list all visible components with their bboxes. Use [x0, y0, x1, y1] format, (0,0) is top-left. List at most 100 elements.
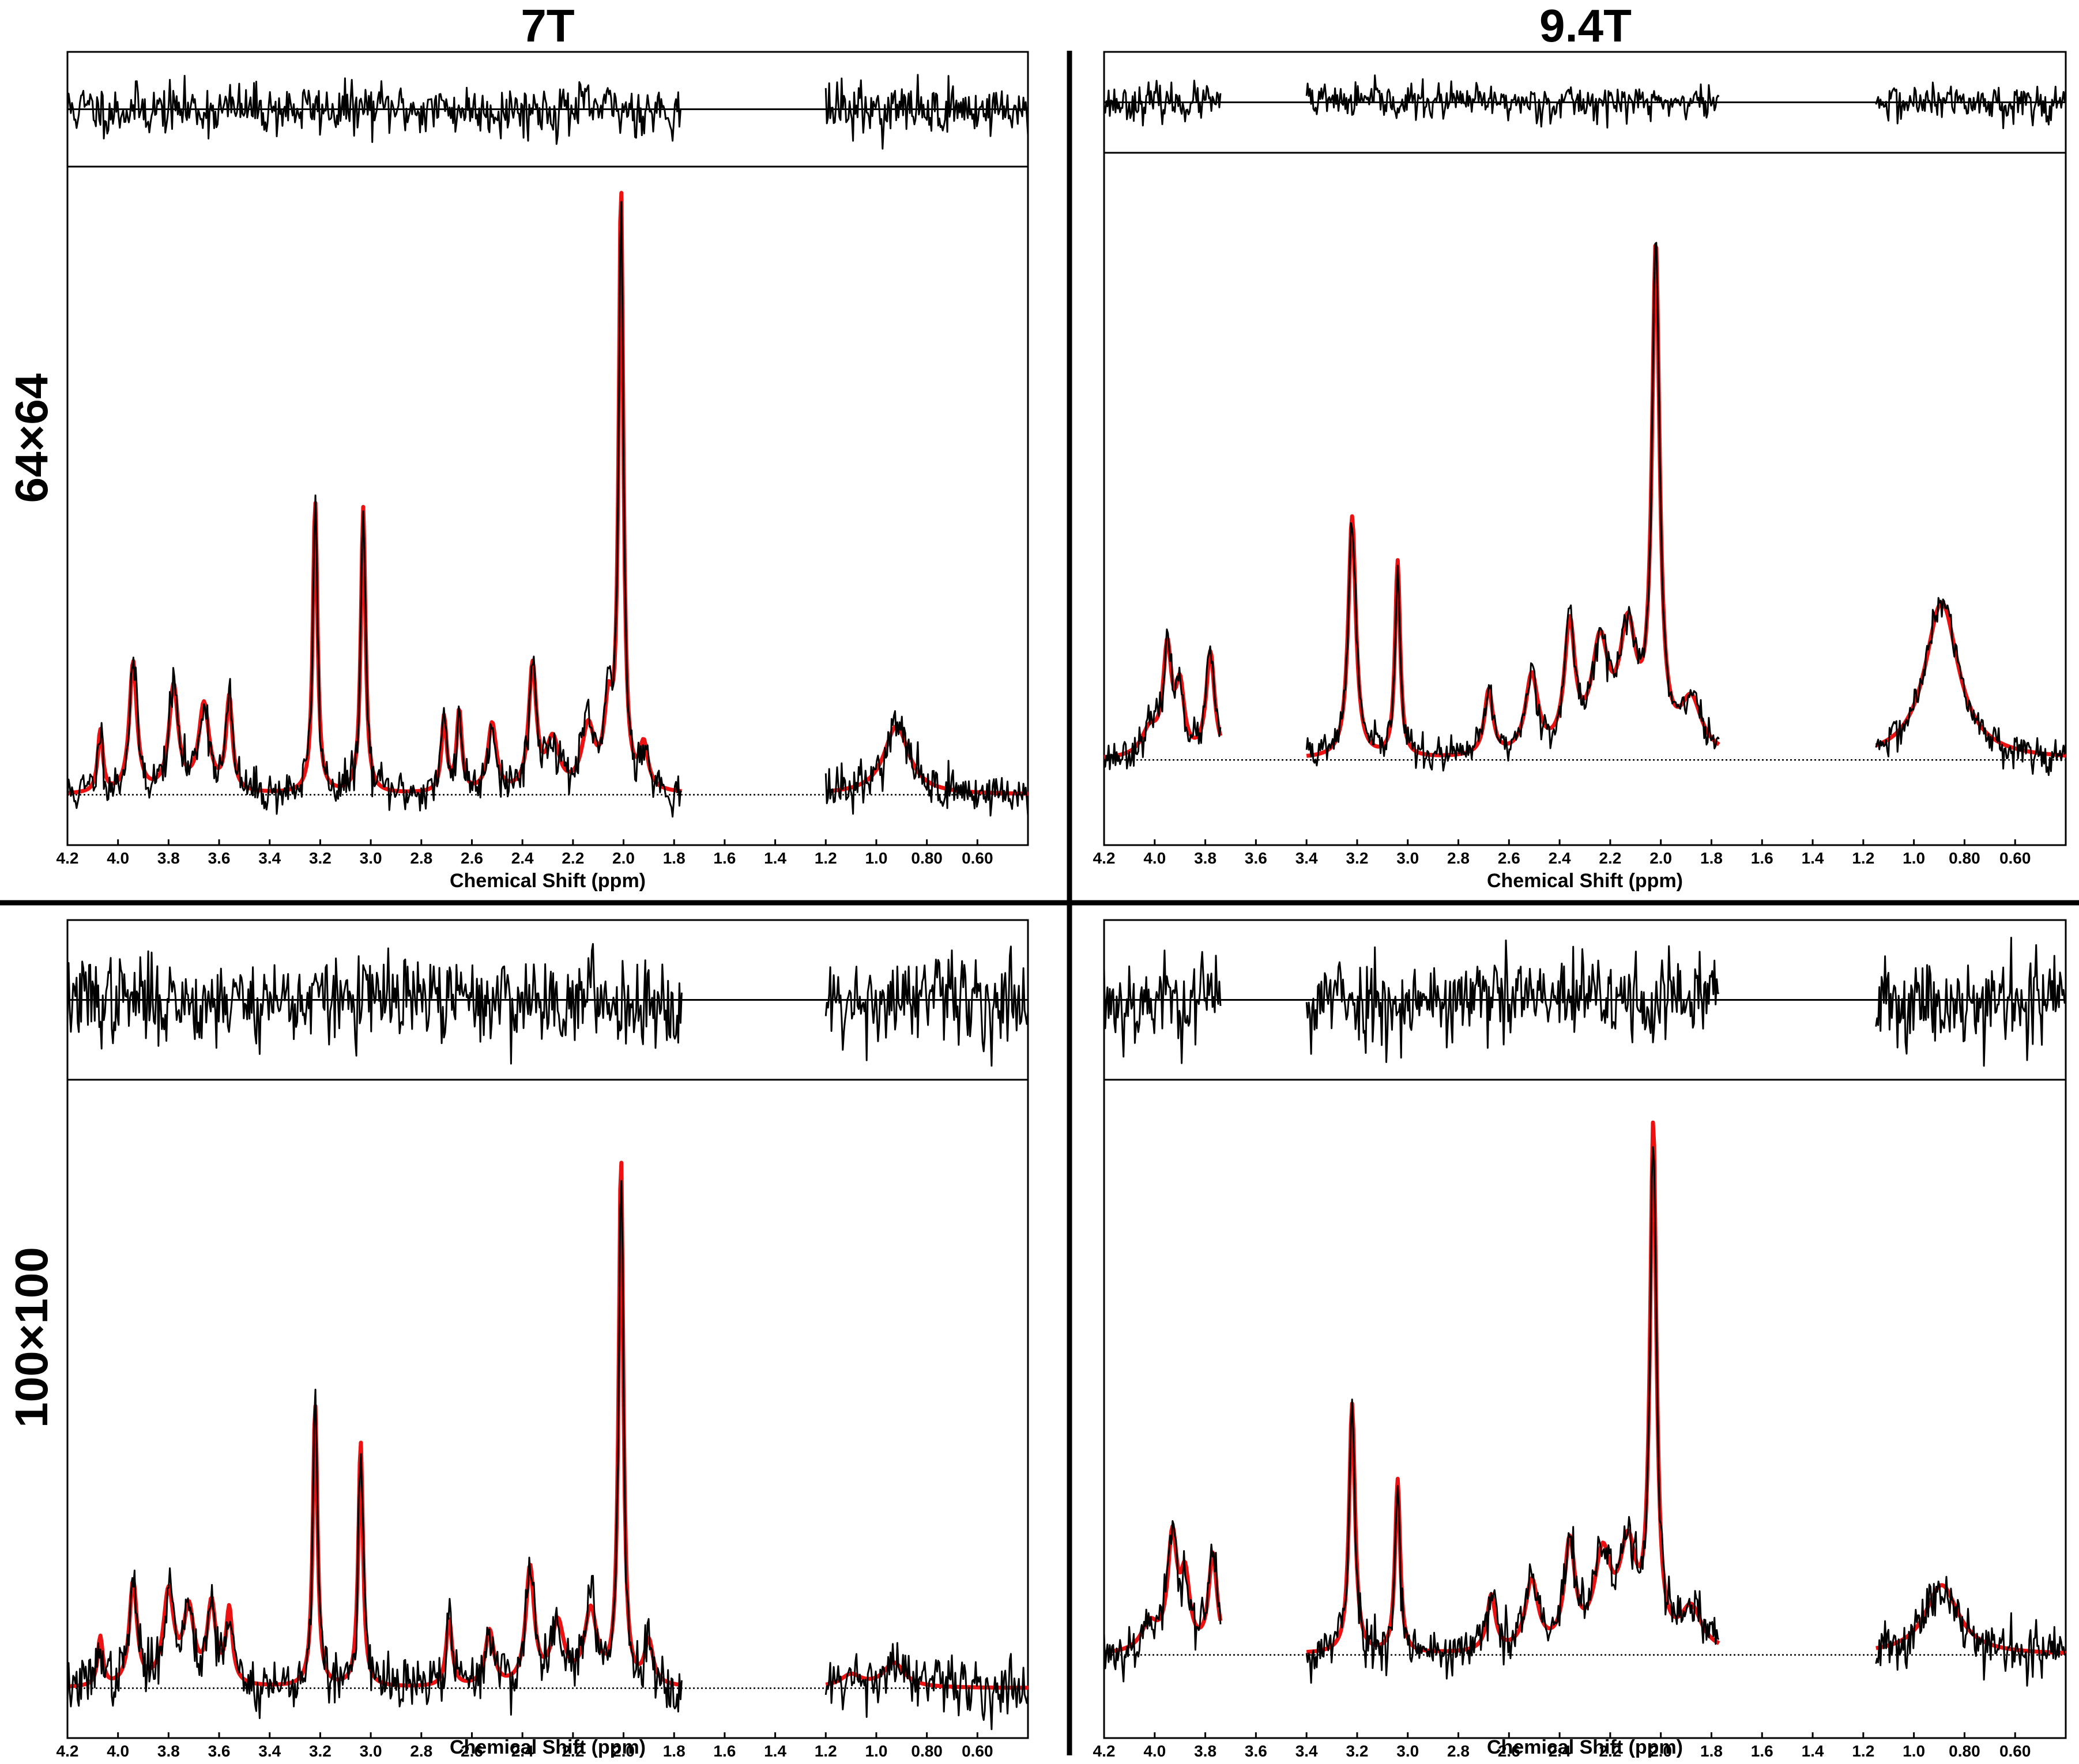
x-axis-label: Chemical Shift (ppm) — [450, 870, 646, 892]
x-tick-label: 1.4 — [764, 1742, 786, 1760]
fit-line-segment-0 — [66, 191, 683, 795]
x-tick-label: 2.8 — [410, 849, 432, 867]
x-tick-label: 3.0 — [360, 1742, 382, 1760]
x-tick-label: 2.6 — [1498, 849, 1520, 867]
residual-line-segment-0 — [1103, 949, 1222, 1064]
x-tick-label: 1.4 — [1802, 849, 1824, 867]
x-tick-label: 3.4 — [258, 1742, 281, 1760]
measured-line-segment-1 — [824, 1642, 1029, 1731]
spectrum-frame — [66, 165, 1029, 846]
residual-line-segment-1 — [824, 74, 1029, 150]
x-tick-label: 3.2 — [309, 1742, 332, 1760]
x-tick-label: 4.2 — [57, 1742, 79, 1760]
measured-line-segment-0 — [66, 1179, 683, 1719]
x-tick-label: 3.8 — [157, 849, 180, 867]
x-tick-label: 0.60 — [962, 849, 993, 867]
row-title-100x100: 100×100 — [6, 1247, 57, 1428]
x-tick-label: 2.6 — [461, 1742, 483, 1760]
panel-7T-100x100: 4.2 4.0 3.8 3.6 3.4 3.2 3.0 2.8 2.6 2.4 2.2 2.0 1.8 1… — [57, 919, 1029, 1760]
measured-line-segment-1 — [1305, 242, 1720, 772]
column-title-9-4t: 9.4T — [1539, 0, 1632, 51]
x-tick-label: 3.6 — [208, 849, 231, 867]
x-tick-label: 1.8 — [663, 849, 686, 867]
x-tick-label: 1.8 — [663, 1742, 686, 1760]
x-tick-label: 4.2 — [1093, 849, 1116, 867]
residual-line-segment-1 — [1305, 939, 1720, 1063]
x-tick-label: 1.2 — [815, 849, 837, 867]
residual-line-segment-0 — [66, 74, 683, 145]
x-tick-label: 1.8 — [1700, 849, 1723, 867]
x-tick-label: 1.8 — [1700, 1742, 1723, 1760]
x-tick-label: 3.2 — [1346, 1742, 1368, 1760]
x-tick-label: 2.2 — [562, 1742, 584, 1760]
x-axis-label: Chemical Shift (ppm) — [1487, 1736, 1683, 1758]
measured-line-segment-2 — [1875, 1575, 2066, 1687]
measured-line-segment-1 — [824, 710, 1029, 817]
x-tick-label: 3.8 — [157, 1742, 180, 1760]
x-tick-label: 1.6 — [1751, 1742, 1773, 1760]
x-tick-label: 4.0 — [107, 1742, 129, 1760]
x-tick-label: 4.0 — [1143, 849, 1166, 867]
x-tick-label: 1.4 — [764, 849, 786, 867]
x-tick-label: 3.6 — [208, 1742, 231, 1760]
x-tick-label: 1.0 — [865, 849, 887, 867]
x-tick-label: 1.2 — [1852, 1742, 1874, 1760]
fit-line-segment-0 — [66, 1160, 683, 1688]
x-tick-label: 2.8 — [1447, 1742, 1470, 1760]
x-tick-label: 3.0 — [1396, 1742, 1419, 1760]
x-tick-label: 0.80 — [1949, 1742, 1980, 1760]
residual-line-segment-0 — [1103, 80, 1222, 127]
x-tick-label: 3.4 — [1295, 1742, 1318, 1760]
x-axis-label: Chemical Shift (ppm) — [1487, 870, 1683, 892]
x-tick-label: 1.4 — [1802, 1742, 1824, 1760]
spectrum-frame — [1103, 152, 2067, 846]
x-tick-label: 2.0 — [612, 1742, 635, 1760]
x-tick-label: 4.0 — [1143, 1742, 1166, 1760]
x-tick-label: 2.0 — [612, 849, 635, 867]
x-tick-label: 1.0 — [1903, 849, 1925, 867]
x-tick-label: 1.6 — [1751, 849, 1773, 867]
panel-7T-64x64: 4.2 4.0 3.8 3.6 3.4 3.2 3.0 2.8 2.6 2.4 2.2 2.0 1.8 1… — [57, 51, 1029, 892]
x-tick-label: 3.6 — [1245, 1742, 1267, 1760]
x-tick-label: 3.4 — [1295, 849, 1318, 867]
x-tick-label: 2.4 — [1549, 849, 1571, 867]
x-tick-label: 2.6 — [1498, 1742, 1520, 1760]
x-tick-label: 3.0 — [1396, 849, 1419, 867]
panel-9-4T-64x64: 4.2 4.0 3.8 3.6 3.4 3.2 3.0 2.8 2.6 2.4 2.2 2.0 1.8 1… — [1093, 51, 2067, 892]
x-tick-label: 1.0 — [1903, 1742, 1925, 1760]
measured-line-segment-0 — [1103, 1520, 1222, 1683]
row-title-64x64: 64×64 — [6, 373, 57, 503]
x-tick-label: 3.2 — [1346, 849, 1368, 867]
x-tick-label: 0.80 — [911, 1742, 943, 1760]
measured-line-segment-1 — [1305, 1146, 1719, 1684]
x-tick-label: 3.6 — [1245, 849, 1267, 867]
residual-line-segment-1 — [1305, 74, 1720, 129]
x-tick-label: 4.2 — [1093, 1742, 1116, 1760]
x-tick-label: 3.0 — [360, 849, 382, 867]
x-tick-label: 2.0 — [1649, 849, 1672, 867]
x-tick-label: 2.0 — [1649, 1742, 1672, 1760]
measured-line-segment-0 — [1103, 628, 1222, 770]
residual-line-segment-2 — [1875, 81, 2067, 130]
x-tick-label: 2.8 — [1447, 849, 1470, 867]
x-tick-label: 3.8 — [1194, 849, 1216, 867]
x-tick-label: 0.60 — [1999, 1742, 2031, 1760]
x-tick-label: 4.0 — [107, 849, 129, 867]
column-title-7t: 7T — [521, 0, 574, 51]
x-tick-label: 2.2 — [1599, 849, 1621, 867]
x-tick-label: 1.2 — [815, 1742, 837, 1760]
residual-line-segment-0 — [66, 943, 683, 1065]
x-tick-label: 1.2 — [1852, 849, 1874, 867]
x-tick-label: 0.80 — [911, 849, 943, 867]
x-tick-label: 2.6 — [461, 849, 483, 867]
x-tick-label: 2.8 — [410, 1742, 432, 1760]
residual-line-segment-1 — [824, 945, 1029, 1067]
x-tick-label: 2.2 — [1599, 1742, 1621, 1760]
x-tick-label: 2.4 — [511, 849, 534, 867]
x-tick-label: 0.80 — [1949, 849, 1980, 867]
spectrum-frame — [1103, 1079, 2067, 1739]
x-tick-label: 2.4 — [1549, 1742, 1571, 1760]
x-tick-label: 0.60 — [1999, 849, 2031, 867]
x-tick-label: 3.4 — [258, 849, 281, 867]
